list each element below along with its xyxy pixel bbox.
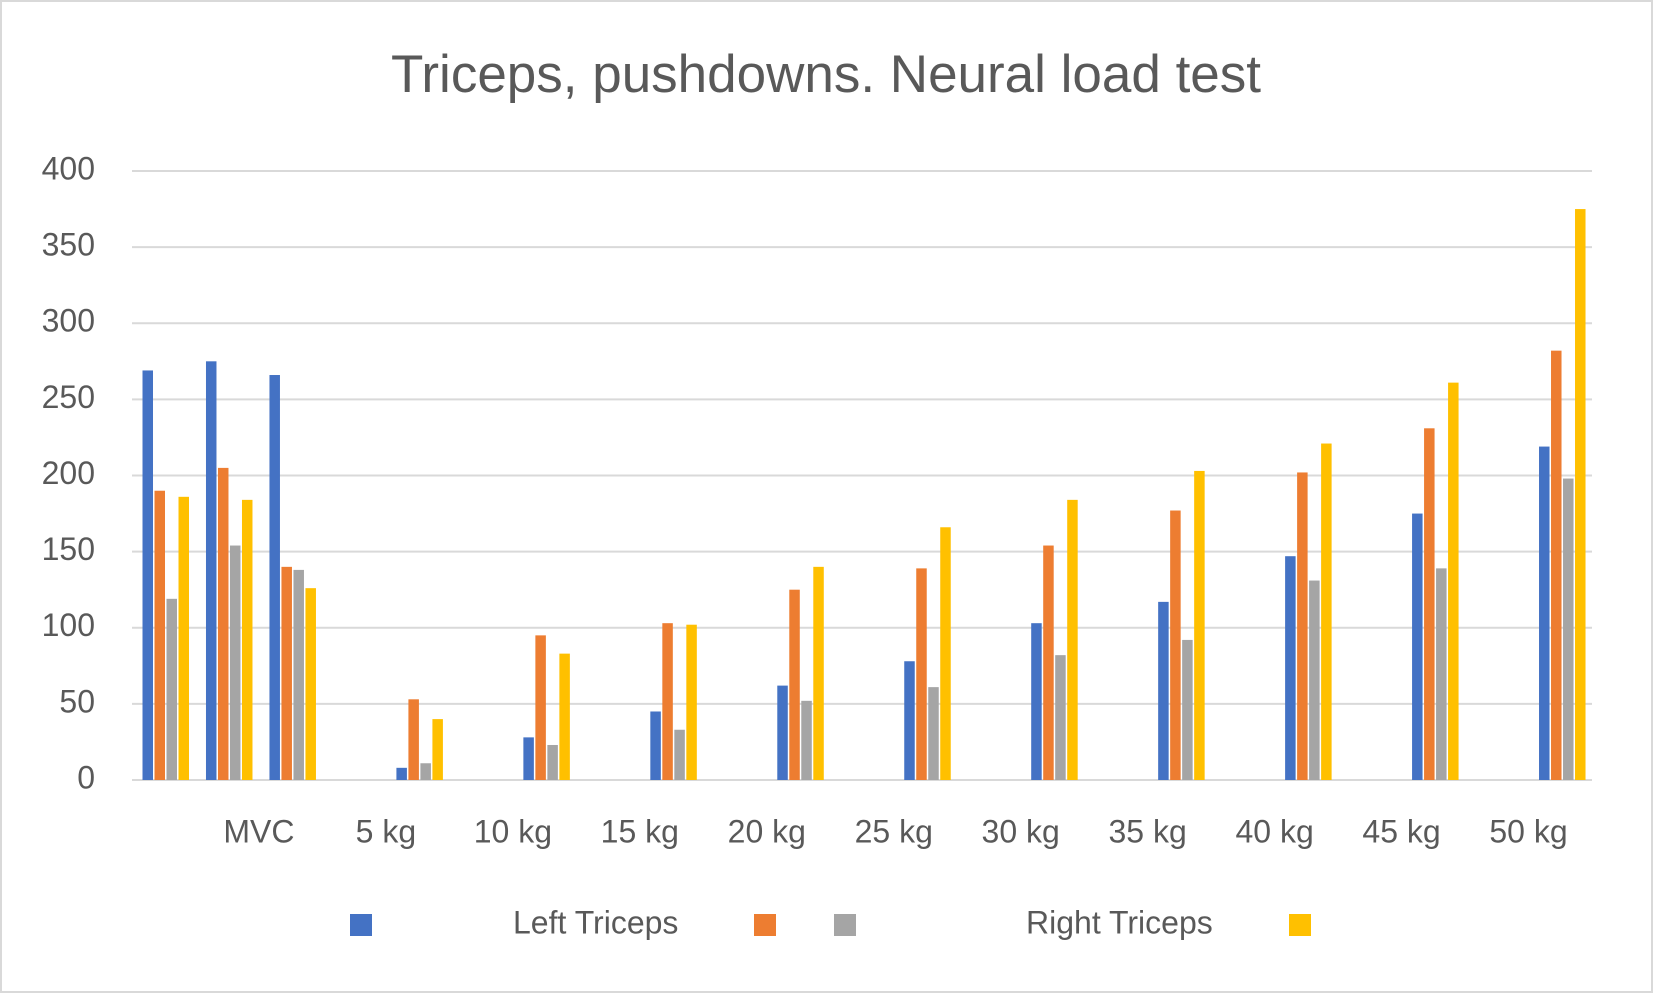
legend-label: Left Triceps (513, 904, 678, 940)
bar (674, 729, 685, 780)
bar (408, 699, 419, 780)
bar (1448, 382, 1459, 780)
bar (1182, 639, 1193, 780)
x-tick-label: MVC (223, 813, 294, 849)
x-tick-label: 30 kg (982, 813, 1060, 849)
bar (523, 737, 534, 780)
bar (1539, 446, 1550, 780)
bar (420, 763, 431, 780)
bar (1563, 478, 1574, 780)
bar (269, 375, 280, 780)
bar (1055, 655, 1066, 780)
bar (1194, 470, 1205, 780)
bar (1170, 510, 1181, 780)
legend-label: Right Triceps (1026, 904, 1213, 940)
bar (535, 635, 546, 780)
bar (686, 624, 697, 780)
bar (1031, 623, 1042, 780)
y-tick-label: 200 (42, 455, 95, 491)
bar (217, 467, 229, 780)
y-tick-label: 100 (42, 607, 95, 643)
bar (1412, 513, 1423, 780)
bar (178, 496, 189, 780)
x-tick-label: 50 kg (1489, 813, 1567, 849)
bar (154, 490, 165, 780)
y-tick-label: 350 (42, 227, 95, 263)
y-tick-label: 0 (77, 759, 95, 795)
bar (241, 499, 253, 780)
bar (777, 685, 788, 780)
bar (229, 545, 241, 780)
y-tick-label: 250 (42, 379, 95, 415)
bar (305, 588, 316, 780)
legend-swatch (350, 914, 372, 936)
bar (142, 370, 153, 780)
y-tick-label: 150 (42, 531, 95, 567)
x-tick-label: 5 kg (356, 813, 416, 849)
bar (281, 566, 292, 780)
bar (1424, 428, 1435, 780)
x-tick-label: 10 kg (474, 813, 552, 849)
bar (916, 568, 927, 780)
bar (559, 653, 570, 780)
bar (813, 566, 824, 780)
bar (1067, 499, 1078, 780)
x-tick-label: 15 kg (601, 813, 679, 849)
bar (166, 598, 177, 780)
bar (1321, 443, 1332, 780)
chart-title: Triceps, pushdowns. Neural load test (391, 45, 1261, 104)
bar (1285, 556, 1296, 780)
bar (1297, 472, 1308, 780)
bar (1575, 209, 1586, 780)
bar (904, 661, 915, 780)
bar (1309, 580, 1320, 780)
bar (1436, 568, 1447, 780)
x-tick-label: 45 kg (1362, 813, 1440, 849)
bar (940, 527, 951, 780)
y-tick-label: 50 (59, 683, 95, 719)
y-tick-label: 300 (42, 303, 95, 339)
bar (1158, 601, 1169, 780)
bar (396, 767, 407, 780)
x-tick-label: 35 kg (1109, 813, 1187, 849)
bar (650, 711, 661, 780)
bar (293, 569, 304, 780)
bar (801, 700, 812, 780)
bar (1043, 545, 1054, 780)
bar (1551, 350, 1562, 780)
bar (789, 589, 800, 780)
y-tick-label: 400 (42, 150, 95, 186)
bar (547, 744, 558, 780)
bar (432, 719, 443, 780)
legend-swatch (1289, 914, 1311, 936)
legend-swatch (754, 914, 776, 936)
bar (662, 623, 673, 780)
x-tick-label: 25 kg (855, 813, 933, 849)
bar (928, 687, 939, 780)
legend-swatch (834, 914, 856, 936)
bar (205, 361, 217, 780)
x-tick-label: 20 kg (728, 813, 806, 849)
x-tick-label: 40 kg (1235, 813, 1313, 849)
